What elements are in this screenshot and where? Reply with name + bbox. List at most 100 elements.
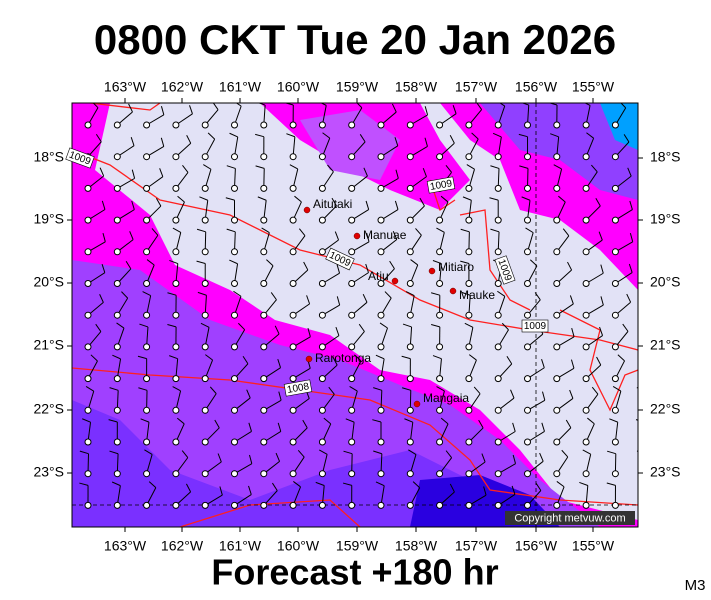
barb-station [465,501,473,509]
barb-station [377,343,385,351]
barb-station [377,470,385,478]
barb-feather [422,168,427,177]
barb-station [582,375,590,383]
barb-station [582,248,590,256]
barb-feather [261,227,270,234]
barb-feather [297,449,305,458]
barb-station [582,121,590,129]
barb-feather [167,292,177,296]
barb-station [611,184,619,192]
barb-feather [449,483,455,493]
barb-feather [365,200,370,210]
barb-station [465,248,473,256]
barb-station [84,216,92,224]
lon-label-bottom: 158°W [395,538,438,554]
barb-station [406,406,414,414]
barb-station [260,184,268,192]
barb-station [172,153,180,161]
barb-station [289,216,297,224]
barb-station [348,184,356,192]
footer: Forecast +180 hr [211,552,498,593]
barb-station [582,216,590,224]
barb-feather [510,389,515,399]
barb-station [553,375,561,383]
barb-station [582,406,590,414]
barb-station [289,248,297,256]
barb-feather [237,322,246,331]
barb-station [582,280,590,287]
lat-label-right: 18°S [650,149,681,165]
barb-station [84,438,92,446]
barb-station [172,501,180,509]
barb-station [553,248,561,256]
barb-station [406,343,414,351]
barb-station [113,470,121,478]
map-area [72,103,662,527]
barb-station [406,311,414,319]
barb-feather [541,359,545,368]
barb-station [348,280,356,287]
barb-feather [334,231,340,241]
barb-feather [511,485,516,495]
barb-station [436,153,444,161]
barb-feather [257,196,267,201]
barb-station [231,438,238,446]
barb-station [524,375,531,383]
barb-feather [373,387,382,391]
barb-feather [659,201,662,210]
barb-station [524,248,531,256]
barb-feather [449,134,455,144]
barb-station [524,216,531,224]
barb-station [143,470,151,478]
copyright: Copyright metvuw.com [514,512,625,524]
lat-label-right: 23°S [650,464,681,480]
barb-station [553,501,561,509]
barb-feather [375,481,385,487]
barb-feather [185,483,192,493]
barb-feather [242,355,249,365]
barb-station [231,406,238,414]
barb-feather [278,391,282,401]
isobar-label-box [426,176,456,194]
barb-feather [561,449,569,458]
barb-station [406,438,414,446]
barb-feather [525,227,534,234]
place-label: Manuae [363,228,407,242]
barb-feather [139,323,149,328]
barb-station [377,375,385,383]
barb-station [201,121,209,129]
barb-station [260,280,268,287]
barb-feather [306,295,311,305]
barb-station [231,501,238,509]
barb-station [260,501,268,509]
barb-feather [395,169,399,179]
barb-station [113,248,121,256]
barb-station [524,311,531,319]
barb-station [113,153,121,161]
barb-feather [138,387,148,391]
wind-band [72,260,600,527]
barb-feather [471,132,479,140]
barb-station [318,438,326,446]
barb-station [84,248,92,256]
barb-feather [146,259,155,266]
barb-feather [257,103,266,106]
barb-feather [499,103,505,107]
barb-feather [172,227,182,233]
barb-staff [645,239,661,251]
barb-station [494,121,502,129]
place-dot [413,400,421,408]
barb-feather [405,291,415,297]
barb-feather [298,228,306,237]
lat-label-right: 19°S [650,211,681,227]
barb-station [642,502,648,508]
barb-station [436,311,444,319]
barb-feather [229,132,238,138]
barb-station [406,470,414,478]
barb-feather [214,419,220,429]
barb-station [172,184,180,192]
barb-feather [129,231,134,240]
barb-feather [373,450,382,455]
barb-feather [609,418,618,423]
